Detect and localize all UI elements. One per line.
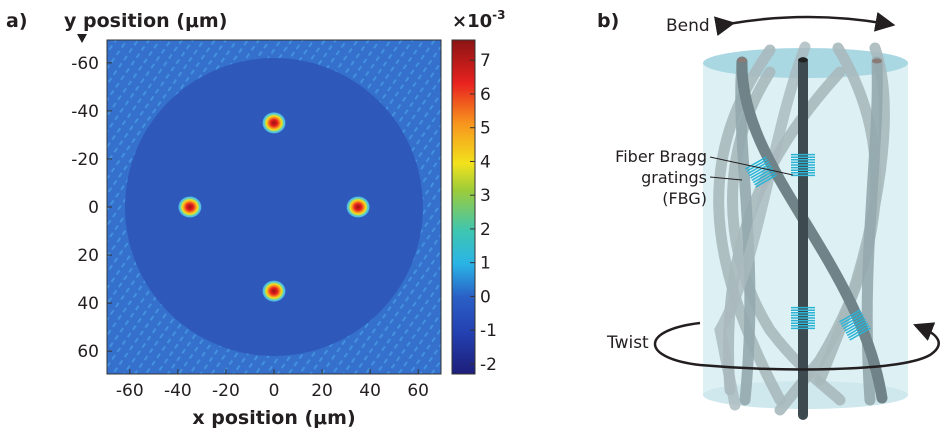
colorbar-tick-label: 4 [480,152,491,172]
y-ticks: -60 -40 -20 0 20 40 60 [71,54,112,362]
twist-label: Twist [606,333,649,353]
y-tick-label: -20 [71,150,99,170]
colorbar-tick-label: 7 [480,51,491,71]
colorbar-tick-label: -1 [480,321,497,341]
panel-a-label: a) [6,10,28,32]
y-axis-arrow-icon [77,34,87,43]
y-tick-label: 0 [88,198,99,218]
core-peak [346,196,371,218]
y-tick-label: 60 [77,342,99,362]
x-ticks: -60 -40 -20 0 20 40 60 [116,369,429,401]
heatmap [107,40,441,374]
y-axis-label: y position (μm) [64,10,227,32]
core-peak [262,280,286,303]
fbg-grating-icon [791,306,815,330]
fbg-grating-icon [791,153,815,177]
panel-b-label: b) [597,10,619,32]
colorbar-tick-label: 6 [480,85,491,105]
fbg-grating-icon [745,156,777,188]
core-peak [177,196,202,218]
colorbar-tick-label: 2 [480,220,491,240]
fbg-gratings [745,153,871,341]
cladding-circle [125,58,423,356]
x-tick-label: -60 [116,381,144,401]
colorbar-tick-label: 5 [480,119,491,139]
svg-text:gratings: gratings [641,168,707,187]
x-tick-label: 40 [359,381,381,401]
x-tick-label: 60 [407,381,429,401]
colorbar-tick-label: 0 [480,287,491,307]
y-tick-label: -40 [71,102,99,122]
bend-arrow-icon [713,11,896,37]
x-tick-label: 20 [311,381,333,401]
twist-arrow-icon [654,321,940,371]
x-tick-label: 0 [269,381,280,401]
core-peak [262,111,286,134]
y-tick-label: 40 [77,294,99,314]
fbg-label: Fiber Bragg gratings (FBG) [615,147,794,208]
colorbar-tick-label: -2 [480,355,497,375]
svg-text:Fiber Bragg: Fiber Bragg [615,147,707,166]
fbg-grating-icon [839,309,871,341]
svg-text:(FBG): (FBG) [662,189,707,208]
x-tick-label: -20 [212,381,240,401]
colorbar-multiplier: ×10-3 [452,8,505,32]
colorbar-tick-label: 1 [480,254,491,274]
colorbar-tick-label: 3 [480,186,491,206]
colorbar [451,39,476,375]
x-tick-label: -40 [164,381,192,401]
y-tick-label: 20 [77,246,99,266]
colorbar-ticks: 7 6 5 4 3 2 1 0 -1 -2 [470,51,497,375]
bend-label: Bend [666,16,710,36]
fibers [713,41,890,420]
x-axis-label: x position (μm) [192,407,355,429]
y-tick-label: -60 [71,54,99,74]
